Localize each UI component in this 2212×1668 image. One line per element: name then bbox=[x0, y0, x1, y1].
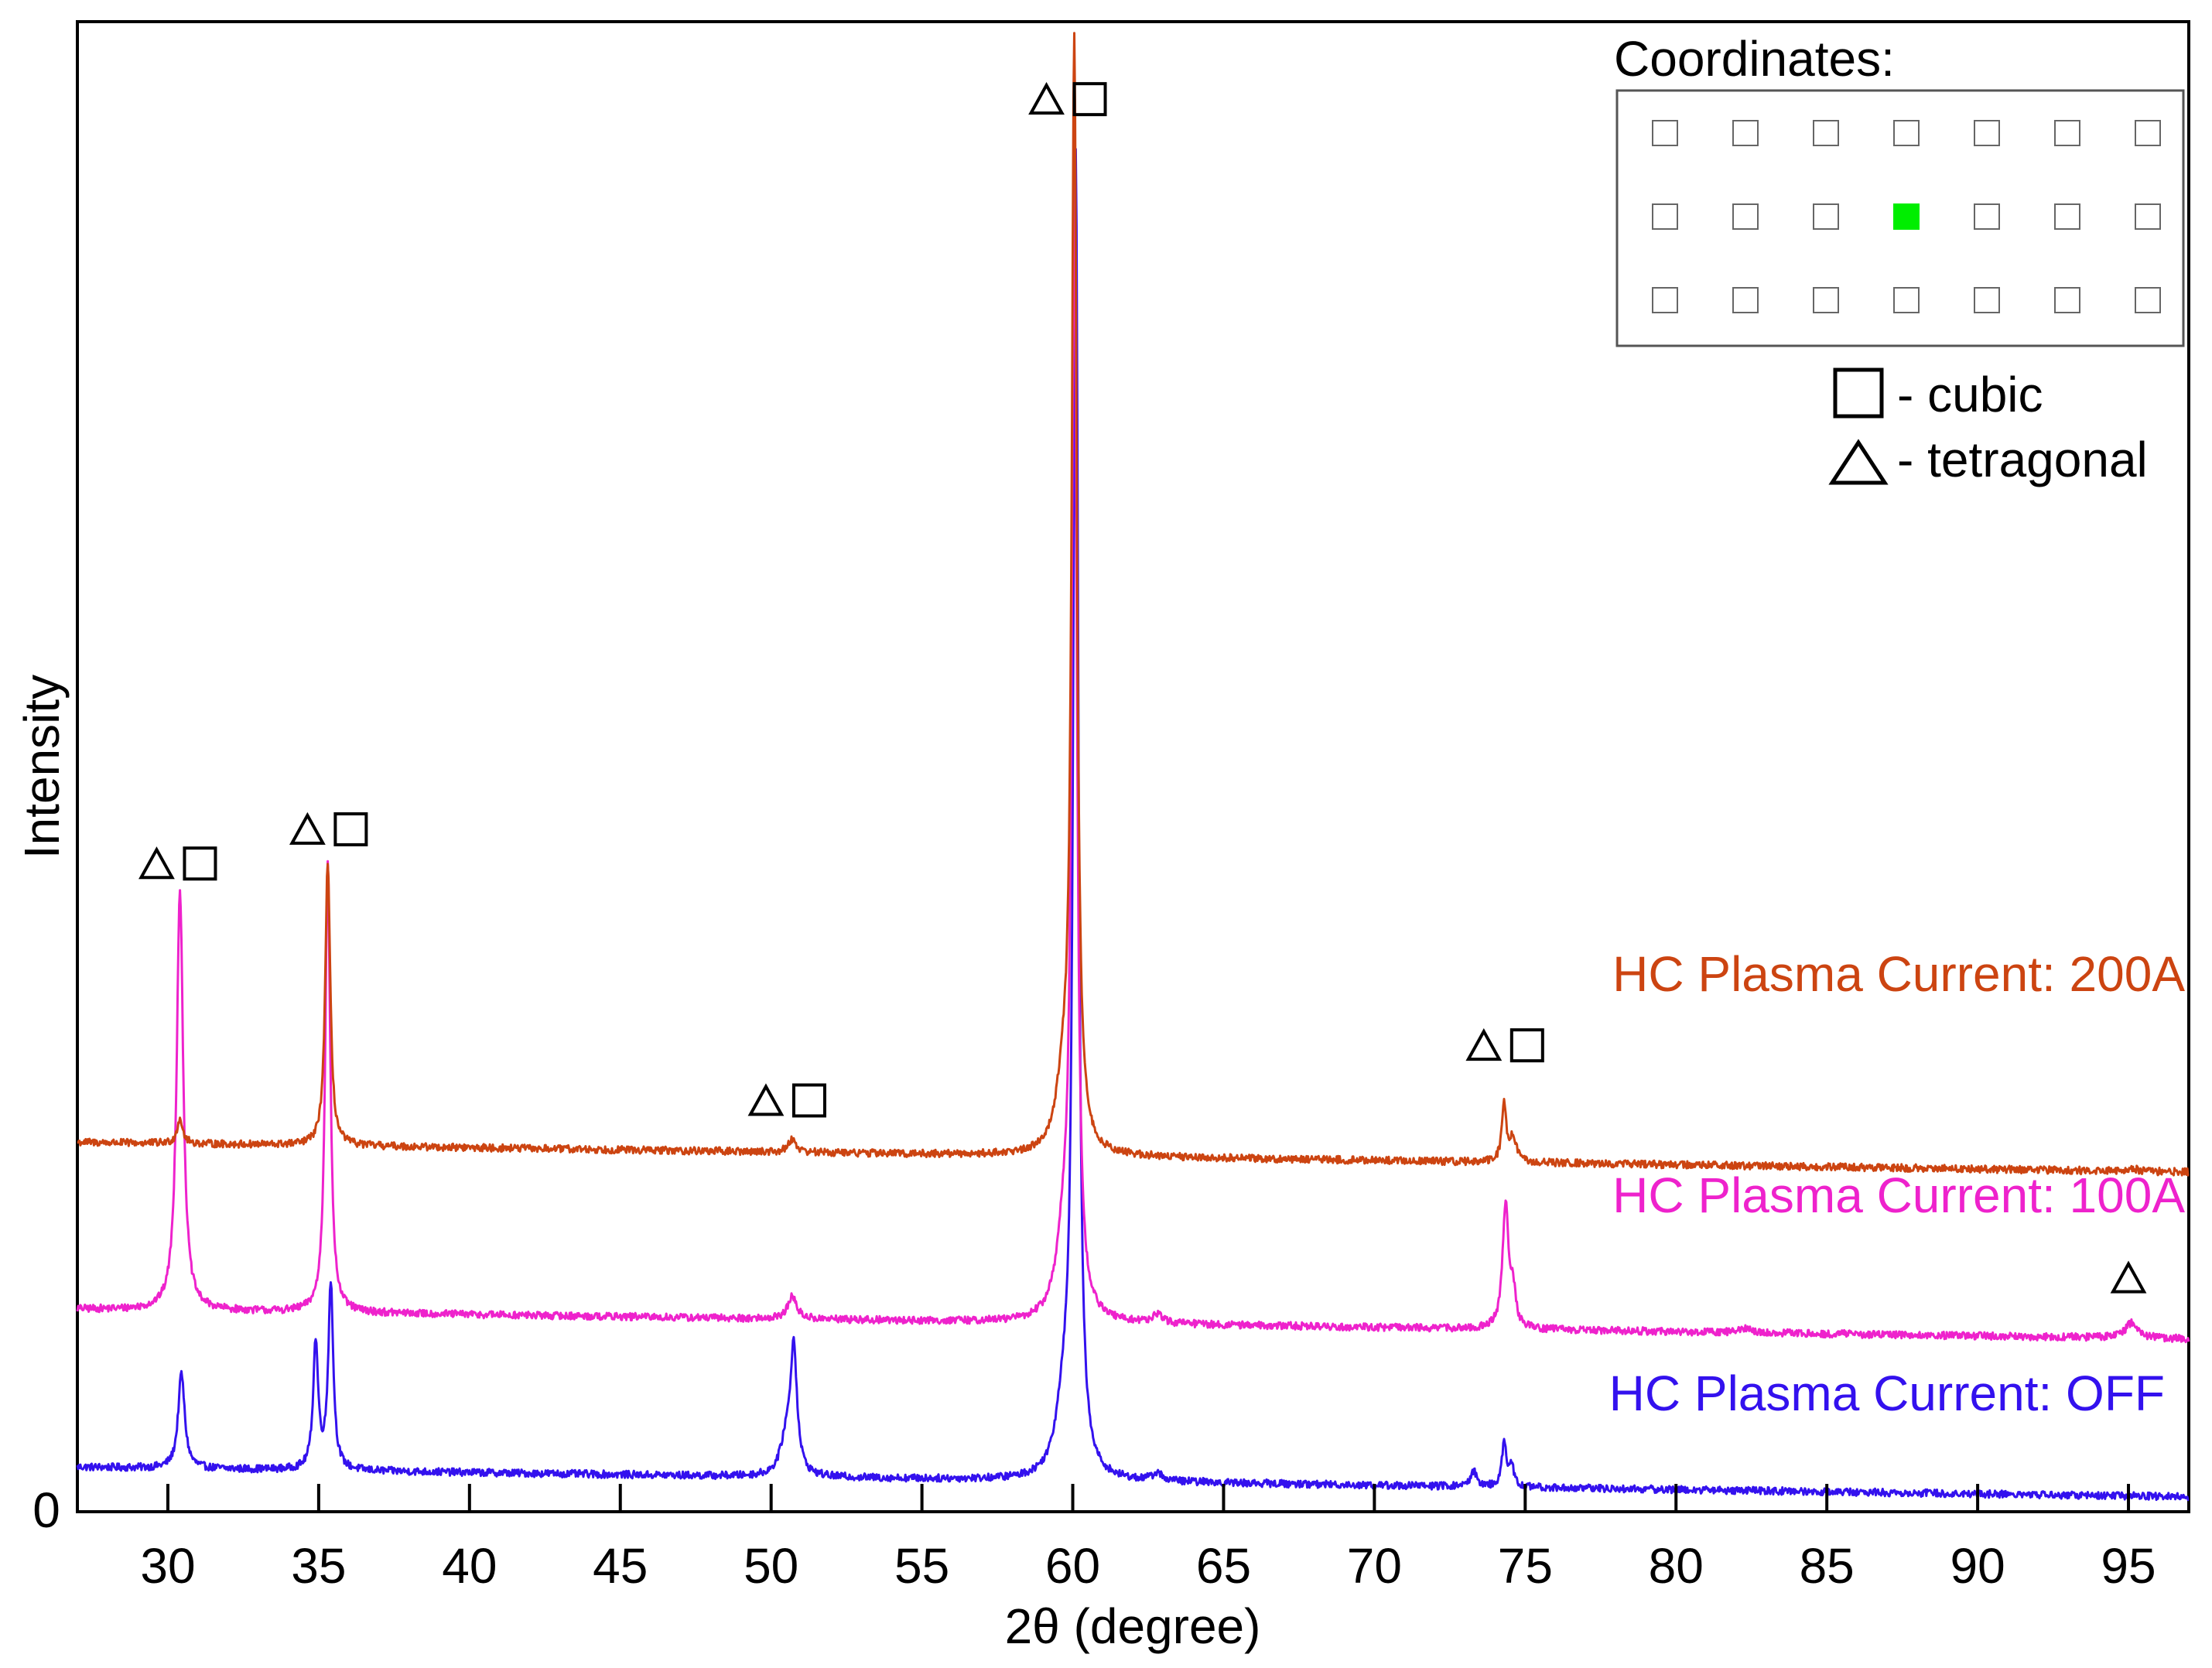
tetragonal-marker bbox=[1465, 1028, 1503, 1061]
peak-annotation-3 bbox=[1028, 82, 1107, 117]
x-tick-label: 65 bbox=[1196, 1538, 1251, 1594]
x-axis-title: 2θ (degree) bbox=[1005, 1598, 1261, 1654]
coordinate-cell bbox=[1813, 120, 1839, 146]
cubic-marker bbox=[1072, 82, 1107, 117]
coordinate-cell bbox=[2135, 120, 2161, 146]
y-tick-label-0: 0 bbox=[32, 1482, 60, 1538]
tetragonal-marker bbox=[138, 846, 175, 880]
symbol-legend: - cubic - tetragonal bbox=[1828, 367, 2148, 487]
coordinate-cell bbox=[1813, 203, 1839, 230]
x-tick-label: 30 bbox=[140, 1538, 195, 1594]
cubic-marker bbox=[791, 1083, 826, 1118]
x-tick-label: 70 bbox=[1347, 1538, 1402, 1594]
tetragonal-legend-icon bbox=[1828, 439, 1889, 485]
coordinate-cell bbox=[1652, 203, 1678, 230]
ticks-layer: 30 35 40 45 50 55 60 65 70 75 80 85 90 95 bbox=[140, 1484, 2156, 1594]
x-tick-label: 85 bbox=[1800, 1538, 1855, 1594]
coordinate-cell bbox=[1893, 287, 1920, 313]
x-tick-label: 80 bbox=[1649, 1538, 1704, 1594]
series-label-off: HC Plasma Current: OFF bbox=[1609, 1366, 2165, 1421]
x-tick-label: 55 bbox=[894, 1538, 949, 1594]
x-tick-label: 40 bbox=[442, 1538, 497, 1594]
peak-annotation-0 bbox=[138, 846, 217, 881]
coordinate-cell bbox=[1974, 287, 2000, 313]
coordinate-cell bbox=[1732, 120, 1759, 146]
tetragonal-marker bbox=[289, 812, 326, 845]
coordinate-cell bbox=[1813, 287, 1839, 313]
x-tick-label: 35 bbox=[291, 1538, 346, 1594]
peak-annotation-4 bbox=[1465, 1028, 1544, 1063]
series-layer bbox=[76, 32, 2190, 1502]
coordinate-cell bbox=[1652, 120, 1678, 146]
cubic-legend-label: - cubic bbox=[1897, 367, 2043, 422]
coordinate-cell bbox=[1974, 203, 2000, 230]
x-tick-label: 60 bbox=[1045, 1538, 1100, 1594]
series-label-200a: HC Plasma Current: 200A bbox=[1612, 946, 2185, 1002]
series-label-100a: HC Plasma Current: 100A bbox=[1612, 1167, 2185, 1223]
tetragonal-legend-label: - tetragonal bbox=[1897, 432, 2148, 487]
peak-annotation-5 bbox=[2110, 1260, 2147, 1294]
series-line-1 bbox=[76, 176, 2190, 1344]
coordinate-cell bbox=[1732, 287, 1759, 313]
coordinate-cell bbox=[1732, 203, 1759, 230]
peak-annotation-1 bbox=[289, 812, 368, 846]
series-labels: HC Plasma Current: 200A HC Plasma Curren… bbox=[1609, 946, 2186, 1421]
coordinates-legend: Coordinates: bbox=[1614, 31, 2185, 347]
coordinate-cell bbox=[1974, 120, 2000, 146]
coordinate-cell bbox=[2135, 287, 2161, 313]
coordinate-cell bbox=[2054, 287, 2080, 313]
cubic-marker bbox=[333, 812, 368, 846]
coordinate-cell bbox=[1652, 287, 1678, 313]
x-tick-label: 75 bbox=[1498, 1538, 1553, 1594]
annotation-layer bbox=[138, 82, 2147, 1294]
series-line-0 bbox=[76, 148, 2190, 1502]
coordinate-cell bbox=[1893, 120, 1920, 146]
x-tick-label: 90 bbox=[1950, 1538, 2005, 1594]
coordinates-grid bbox=[1652, 120, 2161, 313]
tetragonal-marker bbox=[2110, 1260, 2147, 1294]
x-tick-label: 45 bbox=[593, 1538, 648, 1594]
cubic-legend-icon bbox=[1833, 367, 1884, 419]
coordinate-cell bbox=[2135, 203, 2161, 230]
coordinate-cell bbox=[2054, 203, 2080, 230]
x-tick-label: 50 bbox=[744, 1538, 798, 1594]
coordinate-cell-selected bbox=[1893, 203, 1920, 230]
cubic-marker bbox=[183, 846, 217, 881]
cubic-marker bbox=[1509, 1028, 1544, 1063]
x-tick-label: 95 bbox=[2101, 1538, 2156, 1594]
peak-annotation-2 bbox=[747, 1083, 826, 1118]
coordinates-title: Coordinates: bbox=[1614, 31, 1895, 87]
y-axis-title: Intensity bbox=[14, 675, 70, 859]
series-line-2 bbox=[77, 32, 2190, 1177]
tetragonal-marker bbox=[747, 1083, 785, 1116]
tetragonal-marker bbox=[1028, 82, 1065, 115]
coordinate-cell bbox=[2054, 120, 2080, 146]
